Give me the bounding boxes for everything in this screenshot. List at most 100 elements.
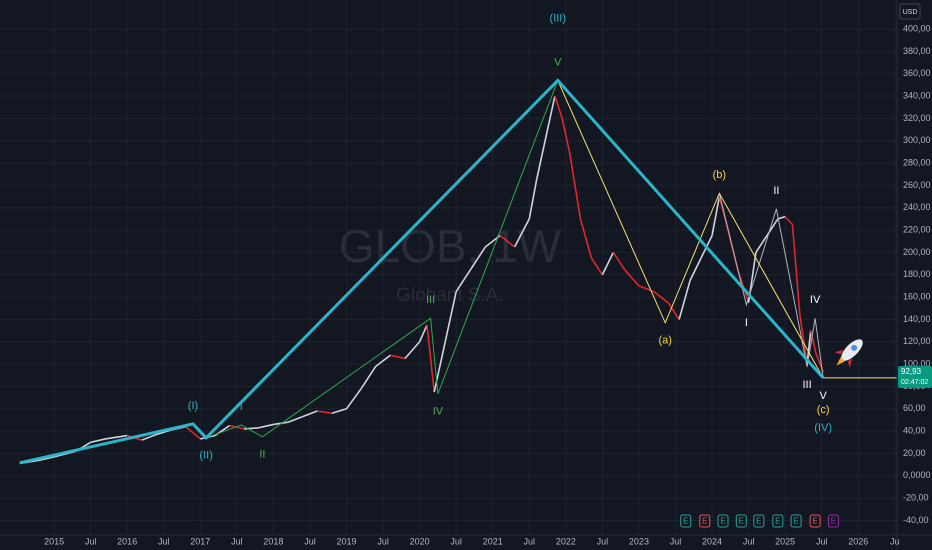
price-segment <box>601 252 615 276</box>
price-segment <box>375 354 391 367</box>
x-tick-label: Jul <box>158 536 170 546</box>
y-tick-label: 20,00 <box>903 448 926 458</box>
x-tick-label: Jul <box>816 536 828 546</box>
y-tick-label: 160,00 <box>903 291 931 301</box>
price-segment <box>470 246 487 270</box>
x-tick-label: 2016 <box>117 536 137 546</box>
x-tick-label: 2015 <box>44 536 64 546</box>
price-segment <box>612 251 625 270</box>
y-tick-label: 200,00 <box>903 247 931 257</box>
price-segment <box>499 235 516 248</box>
y-tick-label: 240,00 <box>903 202 931 212</box>
wave-label: (c) <box>817 404 830 416</box>
x-tick-label: Jul <box>524 536 536 546</box>
rocket <box>834 339 863 368</box>
wave-label: IV <box>810 294 821 306</box>
watermark-name: Globant S.A. <box>396 285 504 306</box>
wave-label: II <box>773 185 779 197</box>
price-segment <box>185 426 201 440</box>
price-segment <box>653 290 669 304</box>
event-marker <box>827 514 839 528</box>
event-label: E <box>793 517 798 526</box>
wave-label: V <box>554 56 562 68</box>
price-segment <box>568 151 582 220</box>
y-tick-label: 60,00 <box>903 403 926 413</box>
price-segment <box>528 179 538 220</box>
event-label: E <box>831 517 836 526</box>
countdown: 02:47:02 <box>901 379 928 386</box>
event-label: E <box>775 517 780 526</box>
event-label: E <box>812 517 817 526</box>
price-segment <box>678 280 691 320</box>
x-tick-label: Jul <box>85 536 97 546</box>
price-segment <box>623 268 640 287</box>
price-segment <box>535 129 549 180</box>
y-tick-label: 0,0000 <box>903 470 931 480</box>
price-segment <box>777 215 786 220</box>
y-tick-label: 100,00 <box>903 358 931 368</box>
wave-label: V <box>819 390 827 402</box>
wave-label: (b) <box>713 169 726 181</box>
price-segment <box>39 456 55 461</box>
x-tick-label: Jul <box>597 536 609 546</box>
x-tick-label: Jul <box>231 536 243 546</box>
y-tick-label: 300,00 <box>903 135 931 145</box>
price-segment <box>404 341 421 360</box>
price-segment <box>105 434 128 440</box>
y-tick-label: 340,00 <box>903 90 931 100</box>
y-tick-label: 40,00 <box>903 426 926 436</box>
last-price-tag <box>898 366 932 389</box>
price-segment <box>244 426 259 430</box>
currency: USD <box>903 9 918 16</box>
wave-label: (IV) <box>814 422 832 434</box>
y-tick-label: 140,00 <box>903 314 931 324</box>
event-label: E <box>702 517 707 526</box>
x-tick-label: Jul <box>743 536 755 546</box>
event-label: E <box>720 517 725 526</box>
x-tick-label: 2024 <box>702 536 722 546</box>
wave-line <box>557 80 824 379</box>
y-tick-label: 120,00 <box>903 336 931 346</box>
price-segment <box>513 218 530 248</box>
price-segment <box>546 95 556 130</box>
y-tick-label: 280,00 <box>903 157 931 167</box>
price-segment <box>455 268 472 292</box>
y-tick-label: 380,00 <box>903 46 931 56</box>
event-marker <box>809 514 821 528</box>
event-marker <box>699 514 711 528</box>
price-segment <box>302 410 318 418</box>
wave-label: II <box>259 449 265 461</box>
wave-label: I <box>745 317 748 329</box>
event-marker <box>753 514 765 528</box>
price-segment <box>229 424 245 430</box>
x-tick-label: Jul <box>670 536 682 546</box>
price-segment <box>331 408 347 415</box>
price-segment <box>426 324 436 393</box>
y-tick-label: 400,00 <box>903 23 931 33</box>
x-tick-label: Ju <box>890 536 900 546</box>
x-tick-label: 2020 <box>410 536 430 546</box>
wave-label: (I) <box>188 400 198 412</box>
event-marker <box>790 514 802 528</box>
plot: IIIIIIIVV(a)(b)(c)IIIIIIIVV(I)(II)(III)(… <box>0 0 897 535</box>
watermark-symbol: GLOB, 1W <box>339 220 562 272</box>
y-tick-label: -40,00 <box>903 515 929 525</box>
price-segment <box>554 95 563 119</box>
price-segment <box>345 388 362 410</box>
wave-label: I <box>240 401 243 413</box>
x-tick-label: Jul <box>450 536 462 546</box>
y-tick-label: 220,00 <box>903 224 931 234</box>
y-tick-label: 260,00 <box>903 180 931 190</box>
wave-label: III <box>802 379 811 391</box>
wave-label: (II) <box>199 450 212 462</box>
y-tick-label: 320,00 <box>903 113 931 123</box>
wave-label: (a) <box>659 335 672 347</box>
x-tick-label: 2021 <box>483 536 503 546</box>
wave-label: IV <box>433 406 444 418</box>
x-tick-label: 2019 <box>337 536 357 546</box>
price-segment <box>273 421 289 426</box>
x-tick-label: 2026 <box>848 536 868 546</box>
price-segment <box>258 423 274 429</box>
wave-line <box>205 80 559 439</box>
event-marker <box>717 514 729 528</box>
